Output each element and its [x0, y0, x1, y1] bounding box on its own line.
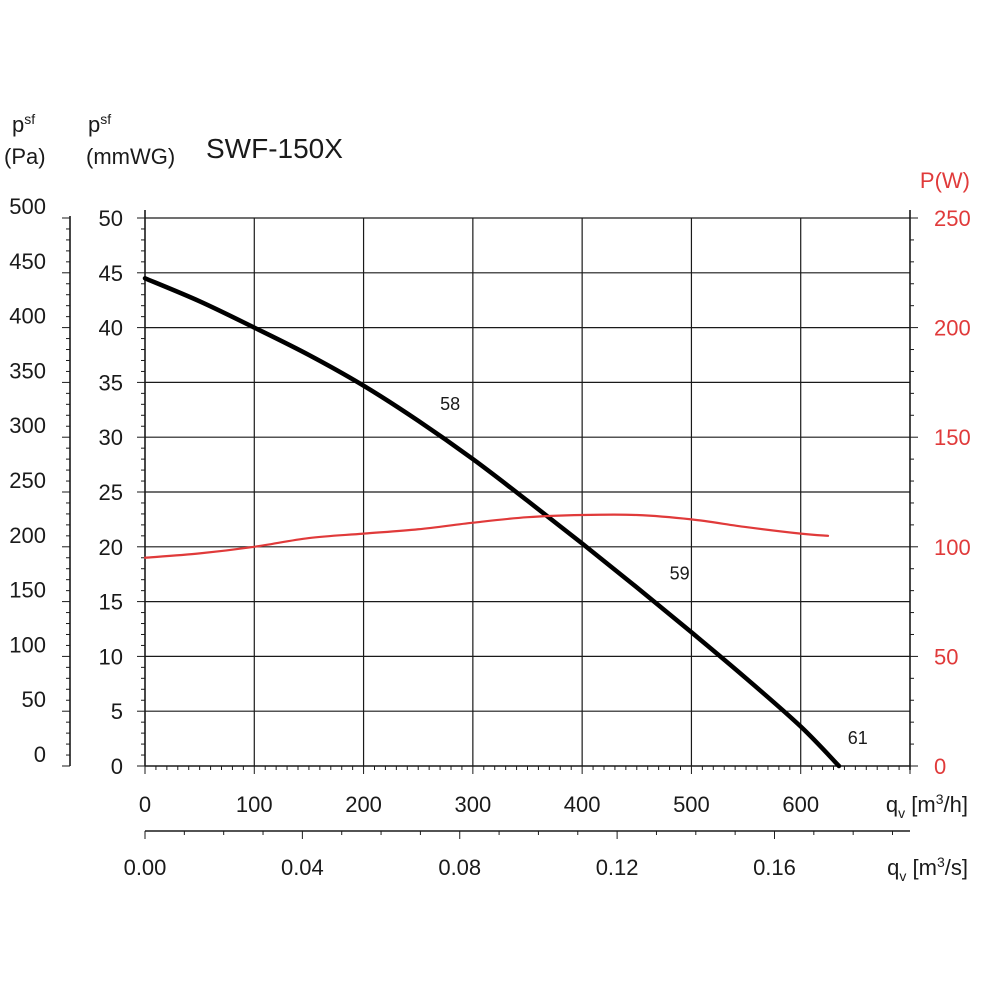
x-tick-label: 500 — [673, 792, 710, 817]
y-right-tick-label: 50 — [934, 644, 958, 669]
y-inner-tick-label: 45 — [99, 261, 123, 286]
y-right-tick-label: 200 — [934, 316, 971, 341]
y-outer-tick-label: 400 — [9, 304, 46, 329]
x-tick-label: 400 — [564, 792, 601, 817]
x-tick-label: 100 — [236, 792, 273, 817]
y-outer-axis-unit: (Pa) — [4, 144, 46, 169]
y-outer-tick-label: 450 — [9, 249, 46, 274]
x2-tick-label: 0.00 — [124, 855, 167, 880]
y-outer-tick-label: 250 — [9, 468, 46, 493]
x-tick-label: 200 — [345, 792, 382, 817]
curve-annotation: 59 — [670, 564, 690, 584]
y-right-tick-label: 250 — [934, 206, 971, 231]
x2-tick-label: 0.12 — [596, 855, 639, 880]
grid-lines — [145, 217, 910, 766]
x2-tick-label: 0.16 — [753, 855, 796, 880]
axes — [62, 210, 918, 839]
curve-annotation: 58 — [440, 394, 460, 414]
y-outer-tick-label: 100 — [9, 632, 46, 657]
y-outer-tick-label: 300 — [9, 413, 46, 438]
y-right-axis-title: P(W) — [920, 168, 970, 193]
series-group — [142, 276, 842, 769]
x-axis-title: qv [m3/h] — [886, 791, 968, 821]
y-outer-tick-label: 150 — [9, 578, 46, 603]
pressure-curve — [142, 276, 842, 769]
y-inner-tick-label: 15 — [99, 590, 123, 615]
y-right-tick-label: 150 — [934, 425, 971, 450]
y-outer-tick-label: 0 — [34, 742, 46, 767]
y-outer-tick-label: 350 — [9, 358, 46, 383]
y-inner-axis-unit: (mmWG) — [86, 144, 175, 169]
chart-title: SWF-150X — [206, 133, 343, 164]
y-inner-tick-label: 25 — [99, 480, 123, 505]
y-inner-tick-label: 40 — [99, 316, 123, 341]
power-curve — [143, 513, 830, 559]
x2-tick-label: 0.08 — [438, 855, 481, 880]
y-inner-tick-label: 0 — [111, 754, 123, 779]
y-outer-tick-label: 500 — [9, 194, 46, 219]
y-inner-tick-label: 30 — [99, 425, 123, 450]
y-inner-tick-label: 5 — [111, 699, 123, 724]
x-tick-label: 600 — [782, 792, 819, 817]
y-outer-tick-label: 50 — [22, 687, 46, 712]
x2-tick-label: 0.04 — [281, 855, 324, 880]
y-outer-tick-label: 200 — [9, 523, 46, 548]
y-right-tick-label: 0 — [934, 754, 946, 779]
y-inner-axis-title: psf — [88, 111, 111, 137]
curve-annotation: 61 — [848, 728, 868, 748]
x2-axis-title: qv [m3/s] — [887, 854, 968, 884]
y-inner-tick-label: 10 — [99, 644, 123, 669]
y-outer-axis-title: psf — [12, 111, 35, 137]
y-inner-tick-label: 50 — [99, 206, 123, 231]
x-tick-label: 0 — [139, 792, 151, 817]
y-inner-tick-label: 35 — [99, 370, 123, 395]
y-right-tick-label: 100 — [934, 535, 971, 560]
y-inner-tick-label: 20 — [99, 535, 123, 560]
x-tick-label: 300 — [454, 792, 491, 817]
